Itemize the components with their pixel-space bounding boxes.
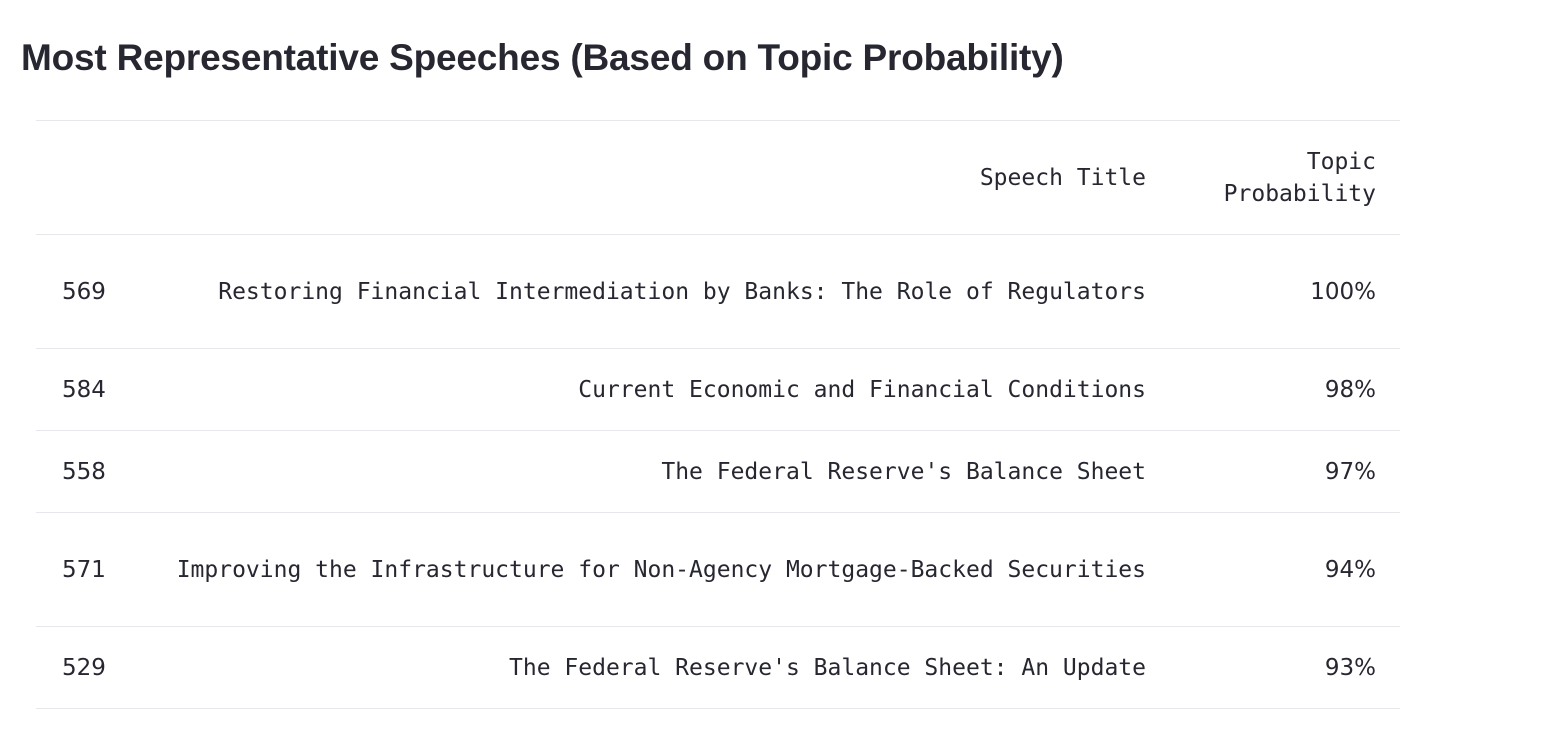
row-index: 569: [36, 234, 146, 349]
speech-title-cell: The Federal Reserve's Balance Sheet: [146, 430, 1146, 513]
topic-probability-cell: 94%: [1146, 512, 1400, 627]
table-row: 569 Restoring Financial Intermediation b…: [36, 234, 1400, 349]
topic-probability-cell: 100%: [1146, 234, 1400, 349]
table-row: 584 Current Economic and Financial Condi…: [36, 348, 1400, 431]
speech-title-cell: Improving the Infrastructure for Non-Age…: [146, 512, 1146, 627]
page-title: Most Representative Speeches (Based on T…: [21, 37, 1064, 78]
topic-probability-cell: 97%: [1146, 430, 1400, 513]
speeches-table-container: Speech Title Topic Probability 569 Resto…: [36, 120, 1400, 709]
table-row: 571 Improving the Infrastructure for Non…: [36, 512, 1400, 627]
topic-probability-cell: 98%: [1146, 348, 1400, 431]
row-index: 571: [36, 512, 146, 627]
topic-probability-header-label: Topic Probability: [1223, 148, 1376, 207]
speech-title-column-header[interactable]: Speech Title: [146, 120, 1146, 235]
row-index: 584: [36, 348, 146, 431]
row-index: 529: [36, 626, 146, 709]
speech-title-cell: The Federal Reserve's Balance Sheet: An …: [146, 626, 1146, 709]
topic-probability-cell: 93%: [1146, 626, 1400, 709]
speech-title-cell: Current Economic and Financial Condition…: [146, 348, 1146, 431]
topic-probability-column-header[interactable]: Topic Probability: [1146, 120, 1400, 235]
table-row: 529 The Federal Reserve's Balance Sheet:…: [36, 626, 1400, 709]
row-index: 558: [36, 430, 146, 513]
index-column-header[interactable]: [36, 120, 146, 235]
table-row: 558 The Federal Reserve's Balance Sheet …: [36, 430, 1400, 513]
speech-title-cell: Restoring Financial Intermediation by Ba…: [146, 234, 1146, 349]
speeches-table: Speech Title Topic Probability 569 Resto…: [36, 120, 1400, 709]
table-header-row: Speech Title Topic Probability: [36, 120, 1400, 235]
